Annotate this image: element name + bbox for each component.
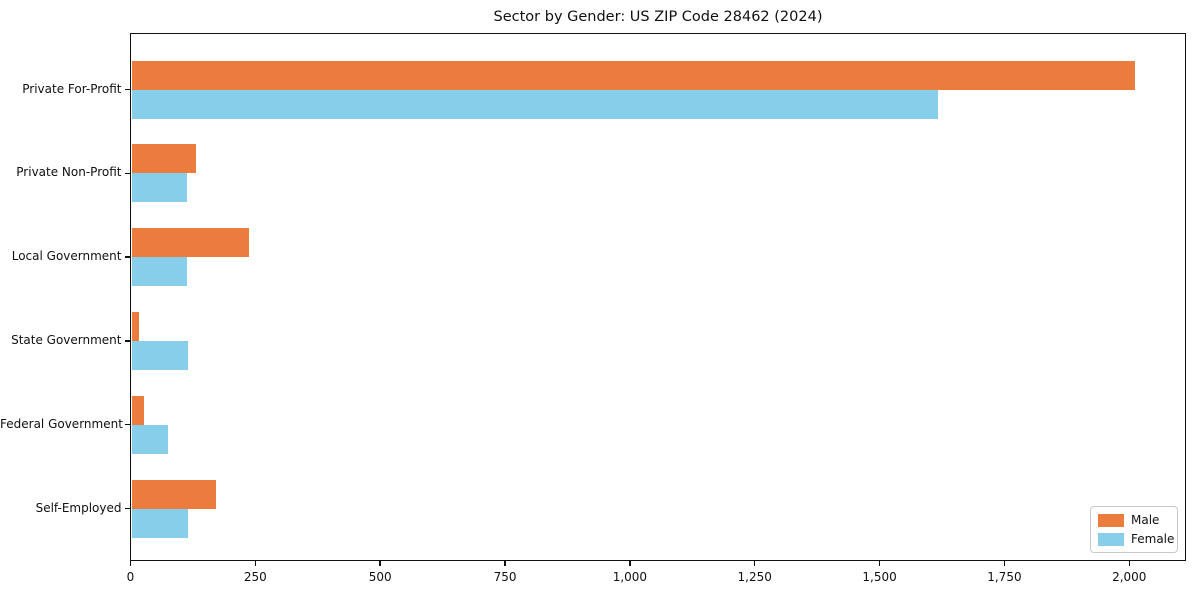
x-tick-label-1-250: 1,250 [737,570,772,584]
bar-female-self-employed [131,508,188,538]
chart-title: Sector by Gender: US ZIP Code 28462 (202… [493,9,823,25]
x-tick-mark [753,561,756,566]
bar-male-federal-government [131,395,144,425]
bar-female-private-non-profit [131,173,188,203]
x-tick-label-1-500: 1,500 [862,570,897,584]
x-tick-mark [1128,561,1131,566]
bar-male-self-employed [131,479,217,509]
x-tick-mark [254,561,257,566]
y-tick-label-private-non-profit: Private Non-Profit [16,165,122,180]
y-tick-mark [125,507,130,510]
legend-item-male: Male [1098,513,1177,527]
bar-female-federal-government [131,424,168,454]
bar-male-private-for-profit [131,60,1136,90]
legend-label-female: Female [1131,532,1175,546]
bar-male-local-government [131,228,250,258]
x-tick-label-0: 0 [126,570,135,584]
y-tick-label-federal-government: Federal Government [0,416,123,431]
x-tick-label-2-000: 2,000 [1112,570,1147,584]
x-tick-label-500: 500 [368,570,392,584]
legend-item-female: Female [1098,532,1177,546]
x-tick-mark [379,561,381,566]
y-tick-mark [125,256,130,258]
y-tick-label-state-government: State Government [11,332,122,347]
y-tick-label-self-employed: Self-Employed [35,500,122,515]
x-tick-label-250: 250 [243,570,267,584]
y-tick-mark [125,88,130,91]
x-tick-label-1-000: 1,000 [612,570,648,584]
y-tick-mark [125,172,130,175]
y-tick-mark [125,423,130,426]
x-tick-label-1-750: 1,750 [987,570,1022,584]
x-tick-mark [878,561,881,566]
x-tick-mark [629,561,631,566]
bar-female-private-for-profit [131,89,938,119]
bar-male-private-non-profit [131,144,197,174]
x-tick-mark [1003,561,1006,566]
x-tick-mark [129,561,132,566]
y-tick-label-local-government: Local Government [11,249,122,264]
y-tick-mark [125,340,130,342]
female-swatch [1098,532,1124,546]
legend: Male Female [1090,506,1178,553]
x-tick-label-750: 750 [493,570,517,584]
legend-label-male: Male [1131,513,1160,527]
male-swatch [1098,513,1124,527]
y-tick-label-private-for-profit: Private For-Profit [22,81,122,96]
bar-female-state-government [131,340,188,370]
bar-male-state-government [131,311,140,341]
bar-female-local-government [131,257,187,287]
x-tick-mark [504,561,506,566]
